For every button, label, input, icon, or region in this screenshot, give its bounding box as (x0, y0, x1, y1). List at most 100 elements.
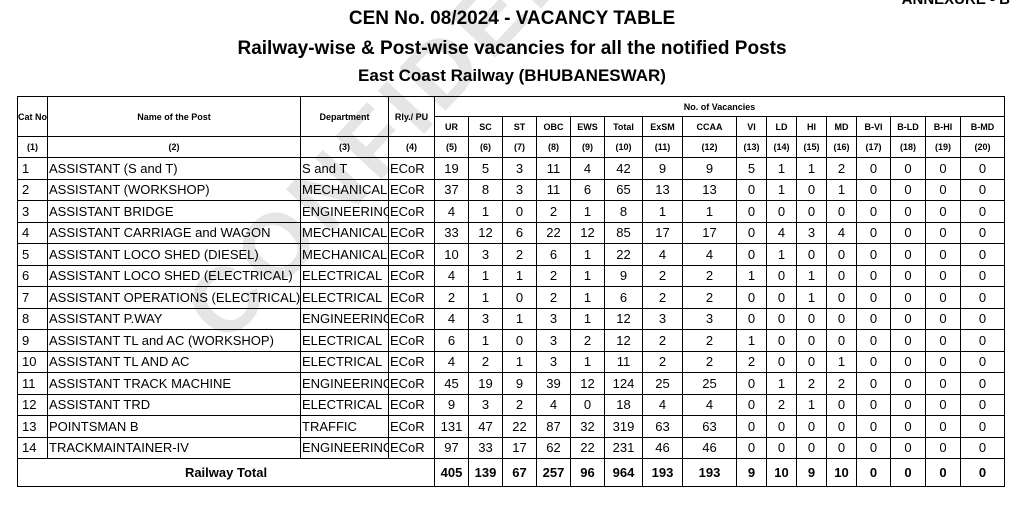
vacancy-cell: 19 (468, 372, 503, 395)
vacancy-cell: 0 (796, 329, 827, 352)
vacancy-cell: 0 (766, 200, 797, 223)
column-number: (11) (642, 136, 683, 158)
vacancy-cell: 0 (766, 436, 797, 459)
vacancy-cell: 0 (856, 221, 891, 244)
department-cell: ELECTRICAL (300, 264, 389, 287)
vacancy-cell: 0 (890, 264, 926, 287)
vacancy-cell: 0 (856, 393, 891, 416)
vacancy-cell: 1 (468, 200, 503, 223)
vacancy-cell: 3 (502, 178, 537, 201)
header-vacancies-group: No. of Vacancies (433, 96, 1006, 117)
vacancy-cell: 2 (642, 350, 683, 373)
vacancy-cell: 0 (925, 329, 961, 352)
vacancy-cell: 2 (642, 264, 683, 287)
vacancy-cell: 319 (604, 415, 643, 438)
column-number: (3) (300, 136, 389, 158)
vacancy-table: Cat No Name of the Post Department Rly./… (17, 96, 1006, 487)
vacancy-cell: 45 (434, 372, 469, 395)
vacancy-cell: 1 (796, 286, 827, 309)
vacancy-cell: 0 (925, 393, 961, 416)
vacancy-cell: 2 (502, 243, 537, 266)
vacancy-cell: 2 (766, 393, 797, 416)
vacancy-cell: 0 (925, 200, 961, 223)
rly-cell: ECoR (388, 415, 435, 438)
post-name-cell: ASSISTANT TRACK MACHINE (47, 372, 301, 395)
post-name-cell: ASSISTANT TL and AC (WORKSHOP) (47, 329, 301, 352)
vacancy-cell: 1 (736, 329, 767, 352)
department-cell: MECHANICAL (300, 221, 389, 244)
cat-no-cell: 1 (17, 157, 48, 180)
column-number: (16) (826, 136, 857, 158)
rly-cell: ECoR (388, 157, 435, 180)
header-col: Total (604, 116, 643, 137)
department-cell: TRAFFIC (300, 415, 389, 438)
total-cell: 193 (642, 458, 683, 487)
vacancy-cell: 1 (570, 350, 605, 373)
vacancy-cell: 0 (856, 350, 891, 373)
total-cell: 257 (536, 458, 571, 487)
vacancy-cell: 0 (796, 243, 827, 266)
vacancy-cell: 0 (856, 200, 891, 223)
vacancy-cell: 0 (826, 200, 857, 223)
vacancy-cell: 12 (468, 221, 503, 244)
vacancy-cell: 19 (434, 157, 469, 180)
cat-no-cell: 14 (17, 436, 48, 459)
total-cell: 0 (925, 458, 961, 487)
header-col: B-LD (890, 116, 926, 137)
total-cell: 0 (856, 458, 891, 487)
post-name-cell: ASSISTANT TL AND AC (47, 350, 301, 373)
rly-cell: ECoR (388, 243, 435, 266)
post-name-cell: ASSISTANT CARRIAGE and WAGON (47, 221, 301, 244)
vacancy-cell: 13 (642, 178, 683, 201)
cat-no-cell: 2 (17, 178, 48, 201)
vacancy-cell: 17 (642, 221, 683, 244)
cat-no-cell: 11 (17, 372, 48, 395)
post-name-cell: ASSISTANT (S and T) (47, 157, 301, 180)
table-row: 7 ASSISTANT OPERATIONS (ELECTRICAL) ELECTR… (17, 286, 1006, 309)
vacancy-cell: 0 (736, 286, 767, 309)
vacancy-cell: 131 (434, 415, 469, 438)
vacancy-cell: 12 (570, 372, 605, 395)
vacancy-cell: 8 (604, 200, 643, 223)
vacancy-cell: 9 (502, 372, 537, 395)
vacancy-cell: 0 (826, 393, 857, 416)
vacancy-cell: 11 (604, 350, 643, 373)
total-cell: 10 (826, 458, 857, 487)
vacancy-cell: 2 (536, 264, 571, 287)
column-number: (9) (570, 136, 605, 158)
vacancy-cell: 1 (468, 329, 503, 352)
vacancy-cell: 1 (796, 393, 827, 416)
vacancy-cell: 0 (736, 307, 767, 330)
vacancy-cell: 1 (468, 264, 503, 287)
header-col: ExSM (642, 116, 683, 137)
vacancy-cell: 0 (502, 329, 537, 352)
vacancy-cell: 0 (856, 264, 891, 287)
rly-cell: ECoR (388, 307, 435, 330)
header-post-name: Name of the Post (47, 96, 301, 137)
post-name-cell: POINTSMAN B (47, 415, 301, 438)
total-cell: 193 (682, 458, 737, 487)
vacancy-cell: 0 (856, 286, 891, 309)
vacancy-cell: 231 (604, 436, 643, 459)
vacancy-cell: 4 (434, 264, 469, 287)
vacancy-cell: 22 (570, 436, 605, 459)
vacancy-cell: 0 (796, 436, 827, 459)
post-name-cell: ASSISTANT BRIDGE (47, 200, 301, 223)
vacancy-cell: 0 (890, 329, 926, 352)
cat-no-cell: 10 (17, 350, 48, 373)
vacancy-cell: 0 (959, 221, 1006, 244)
vacancy-cell: 9 (682, 157, 737, 180)
vacancy-cell: 0 (826, 329, 857, 352)
cat-no-cell: 4 (17, 221, 48, 244)
total-cell: 139 (468, 458, 503, 487)
vacancy-cell: 0 (890, 350, 926, 373)
vacancy-cell: 2 (502, 393, 537, 416)
vacancy-cell: 0 (925, 157, 961, 180)
vacancy-cell: 0 (766, 350, 797, 373)
cat-no-cell: 13 (17, 415, 48, 438)
department-cell: MECHANICAL (300, 178, 389, 201)
department-cell: ELECTRICAL (300, 350, 389, 373)
column-number: (8) (536, 136, 571, 158)
vacancy-cell: 0 (925, 307, 961, 330)
vacancy-cell: 0 (856, 157, 891, 180)
